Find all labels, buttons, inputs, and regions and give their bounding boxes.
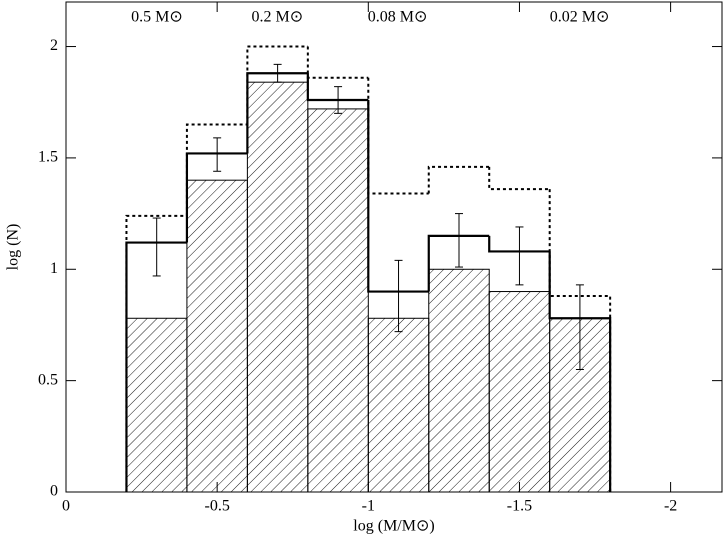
x-tick-label: -1 <box>362 498 375 515</box>
error-bar <box>273 63 282 83</box>
x-tick-label: -0.5 <box>204 498 229 515</box>
hatched-bar <box>488 291 551 493</box>
y-tick-label: 2 <box>50 37 58 54</box>
y-axis-title: log (N) <box>5 224 22 271</box>
error-bar <box>213 137 222 172</box>
x-axis-title: log (M/M⊙) <box>353 518 434 535</box>
y-tick-label: 0.5 <box>38 371 58 388</box>
dotted-step <box>306 46 369 79</box>
error-bar <box>334 86 343 114</box>
solid-step <box>427 234 490 292</box>
hatched-bar <box>246 81 309 493</box>
x-tick-label: -2 <box>664 498 677 515</box>
solid-step <box>488 235 550 253</box>
x-tick-label: -1.5 <box>507 498 532 515</box>
hatched-bar <box>428 268 490 493</box>
hatched-bar <box>125 317 188 493</box>
error-bar <box>454 213 463 268</box>
dotted-step <box>488 166 550 191</box>
error-bar <box>394 259 403 333</box>
hatched-bar <box>367 317 430 493</box>
hatched-bar <box>186 179 248 493</box>
x-tick-label: 0 <box>62 498 70 515</box>
solid-step <box>306 73 369 102</box>
dotted-step <box>367 77 429 195</box>
solid-step <box>185 152 248 243</box>
y-tick-label: 0 <box>50 483 58 500</box>
solid-step <box>246 72 308 154</box>
error-bar <box>575 284 584 370</box>
y-tick-label: 1.5 <box>38 149 58 166</box>
solid-step <box>367 100 429 293</box>
top-tick-label: 0.2 M⊙ <box>251 9 303 26</box>
top-tick-label: 0.5 M⊙ <box>131 9 183 26</box>
dotted-step <box>427 165 490 194</box>
error-bar <box>152 217 161 277</box>
error-bar <box>515 226 524 286</box>
hatched-bar <box>307 108 369 493</box>
solid-step <box>125 241 187 492</box>
top-tick-label: 0.02 M⊙ <box>550 9 610 26</box>
y-tick-label: 1 <box>50 260 58 277</box>
top-tick-label: 0.08 M⊙ <box>368 9 428 26</box>
